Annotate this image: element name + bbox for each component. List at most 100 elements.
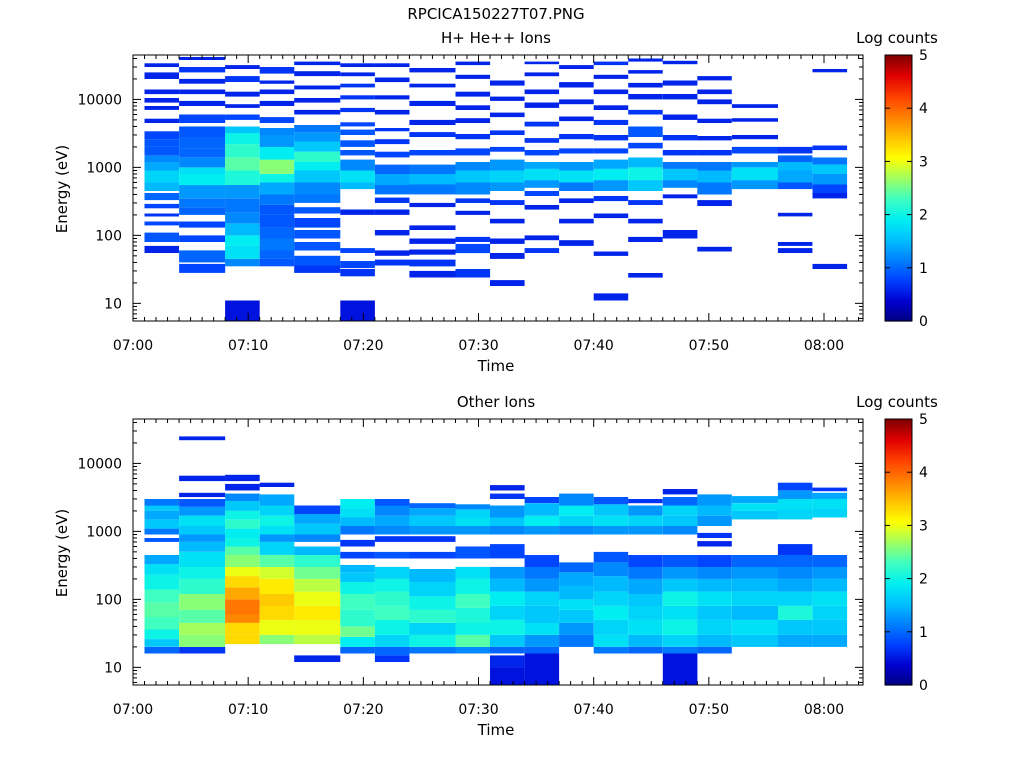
heatmap-cell: [490, 80, 525, 86]
heatmap-cell: [628, 578, 663, 594]
heatmap-cell: [777, 155, 813, 162]
heatmap-cell: [662, 168, 698, 181]
heatmap-cell: [559, 562, 594, 573]
heatmap-cell: [144, 193, 179, 201]
heatmap-cell: [812, 157, 848, 165]
heatmap-cell: [374, 526, 410, 535]
colorbar-segment: [885, 267, 912, 271]
colorbar-segment: [885, 125, 912, 129]
colorbar-segment: [885, 563, 912, 566]
heatmap-cell: [294, 591, 341, 606]
colorbar-label: Log counts: [856, 393, 938, 411]
heatmap-cell: [294, 194, 341, 203]
heatmap-cell: [259, 494, 295, 506]
heatmap-cell: [490, 646, 525, 654]
colorbar-segment: [885, 128, 912, 131]
colorbar-segment: [885, 594, 912, 597]
colorbar-segment: [885, 287, 912, 291]
colorbar-segment: [885, 194, 912, 198]
colorbar-segment: [885, 72, 912, 76]
heatmap-cell: [409, 569, 456, 582]
heatmap-cell: [455, 134, 491, 140]
colorbar-segment: [885, 658, 912, 662]
colorbar-segment: [885, 77, 912, 80]
heatmap-cell: [455, 74, 491, 79]
colorbar-segment: [885, 108, 912, 112]
heatmap-cell: [490, 112, 525, 118]
heatmap-cell: [179, 100, 226, 106]
colorbar-segment: [885, 285, 912, 289]
heatmap-cell: [812, 578, 848, 592]
heatmap-cell: [490, 566, 525, 579]
heatmap-cell: [731, 591, 778, 606]
colorbar-tick-label: 2: [919, 208, 928, 224]
heatmap-cell: [225, 599, 260, 615]
heatmap-cell: [179, 578, 226, 594]
heatmap-cell: [777, 606, 813, 620]
colorbar-segment: [885, 221, 912, 225]
x-tick-label: 07:50: [689, 338, 729, 354]
colorbar-segment: [885, 263, 912, 267]
heatmap-cell: [524, 72, 560, 77]
colorbar-segment: [885, 254, 912, 258]
heatmap-cell: [374, 515, 410, 526]
heatmap-cell: [374, 536, 410, 542]
heatmap-cell: [524, 555, 560, 567]
heatmap-cell: [409, 634, 456, 647]
heatmap-cell: [144, 538, 179, 542]
heatmap-cell: [524, 89, 560, 95]
heatmap-cell: [697, 532, 732, 538]
heatmap-cell: [593, 562, 629, 577]
heatmap-cell: [490, 505, 525, 518]
colorbar-segment: [885, 119, 912, 123]
heatmap-cell: [628, 157, 663, 168]
colorbar-segment: [885, 465, 912, 469]
heatmap-cell: [225, 510, 260, 520]
heatmap-cell: [144, 146, 179, 156]
colorbar-segment: [885, 574, 912, 577]
y-axis-label: Energy (eV): [53, 509, 71, 597]
colorbar-segment: [885, 678, 912, 682]
heatmap-cell: [179, 534, 226, 542]
heatmap-cell: [340, 609, 375, 627]
heatmap-cell: [455, 634, 491, 647]
heatmap-cell: [294, 578, 341, 592]
colorbar-segment: [885, 156, 912, 160]
heatmap-cell: [731, 104, 778, 108]
heatmap-cell: [628, 109, 663, 115]
heatmap-cell: [144, 602, 179, 617]
heatmap-cell: [697, 606, 732, 620]
heatmap-cell: [455, 243, 491, 254]
heatmap-cell: [259, 146, 295, 160]
heatmap-cell: [409, 609, 456, 623]
heatmap-cell: [294, 207, 341, 214]
heatmap-cell: [559, 218, 594, 224]
heatmap-cell: [559, 526, 594, 535]
heatmap-cell: [490, 544, 525, 559]
y-tick-label: 100: [95, 228, 122, 244]
colorbar-segment: [885, 150, 912, 154]
colorbar-segment: [885, 294, 912, 298]
colorbar-segment: [885, 545, 912, 549]
colorbar-segment: [885, 176, 912, 180]
heatmap-cell: [225, 133, 260, 145]
heatmap-cell: [662, 94, 698, 100]
heatmap-cell: [259, 505, 295, 516]
heatmap-cell: [524, 168, 560, 181]
colorbar-segment: [885, 430, 912, 433]
colorbar-segment: [885, 489, 912, 493]
heatmap-cell: [812, 184, 848, 193]
heatmap-cell: [225, 538, 260, 547]
colorbar-segment: [885, 602, 912, 606]
heatmap-cell: [559, 116, 594, 122]
heatmap-cell: [374, 250, 410, 256]
heatmap-cell: [455, 118, 491, 123]
heatmap-cell: [455, 236, 491, 242]
x-tick-label: 07:20: [343, 702, 383, 718]
heatmap-cell: [340, 565, 375, 573]
heatmap-cell: [490, 485, 525, 491]
colorbar-segment: [885, 640, 912, 644]
heatmap-cell: [455, 210, 491, 215]
heatmap-cell: [225, 634, 260, 645]
